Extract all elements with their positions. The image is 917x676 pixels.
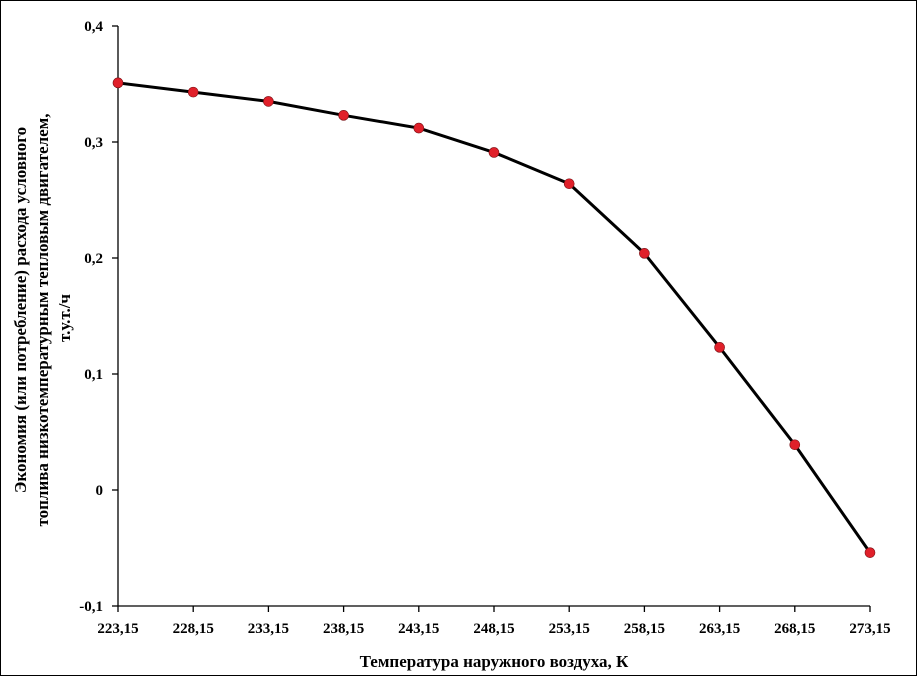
y-tick-label: 0	[96, 483, 104, 499]
x-tick-label: 253,15	[549, 621, 590, 637]
data-point	[187, 86, 199, 98]
axes	[112, 25, 871, 612]
data-point	[338, 110, 349, 121]
data-point	[112, 77, 124, 89]
x-tick-label: 273,15	[849, 621, 890, 637]
data-point	[639, 248, 650, 259]
x-tick-label: 238,15	[323, 621, 364, 637]
y-axis-title-line-3: т.у.т./ч	[55, 294, 74, 342]
y-axis-title: Экономия (или потребление) расхода услов…	[11, 113, 74, 526]
x-axis-title: Температура наружного воздуха, К	[360, 652, 629, 671]
y-axis-title-line-2: топлива низкотемпературным тепловым двиг…	[33, 113, 52, 526]
data-point	[263, 96, 274, 107]
data-point	[864, 547, 876, 558]
y-tick-label: 0,3	[84, 135, 103, 151]
y-axis-title-line-1: Экономия (или потребление) расхода услов…	[11, 127, 30, 493]
y-tick-label: -0,1	[79, 599, 103, 615]
y-tick-label: 0,1	[84, 367, 103, 383]
x-tick-labels: 223,15 228,15 233,15 238,15 243,15 248,15 253,…	[97, 621, 890, 637]
x-tick-label: 228,15	[173, 621, 214, 637]
x-tick-label: 258,15	[624, 621, 665, 637]
x-tick-label: 248,15	[473, 621, 514, 637]
data-point	[563, 178, 575, 190]
x-tick-label: 263,15	[699, 621, 740, 637]
x-tick-label: 233,15	[248, 621, 289, 637]
y-tick-labels: -0,1 0 0,1 0,2 0,3 0,4	[79, 19, 103, 615]
x-tick-label: 268,15	[774, 621, 815, 637]
data-point	[789, 439, 801, 451]
x-tick-label: 243,15	[398, 621, 439, 637]
x-tick-label: 223,15	[97, 621, 138, 637]
series-group	[112, 77, 876, 558]
y-tick-label: 0,2	[84, 251, 103, 267]
data-point	[714, 342, 725, 353]
y-tick-label: 0,4	[84, 19, 103, 35]
data-point	[488, 147, 500, 158]
data-point	[413, 122, 425, 134]
